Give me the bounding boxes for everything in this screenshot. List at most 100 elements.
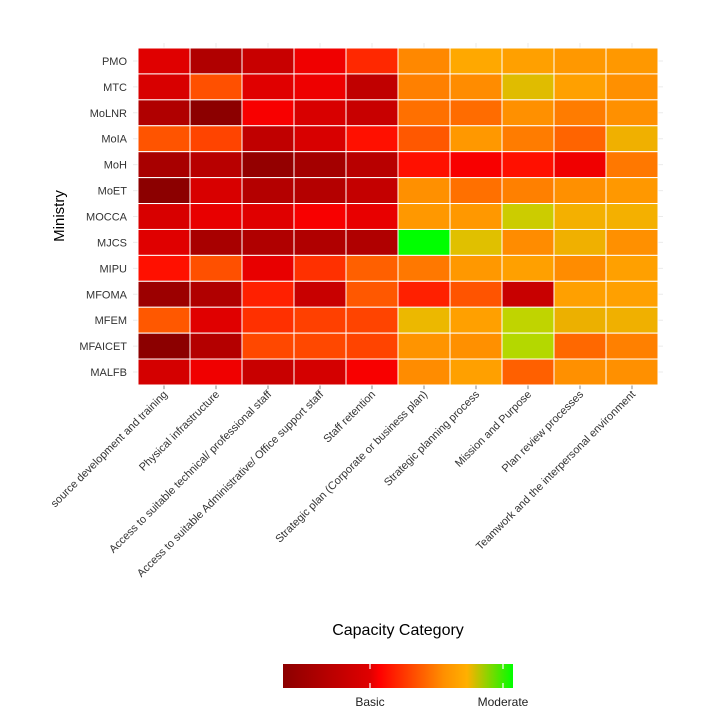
heatmap-cell	[449, 47, 503, 75]
heatmap-cell	[605, 203, 659, 230]
heatmap-cell	[241, 280, 295, 308]
y-tick-label: MFEM	[95, 315, 127, 327]
heatmap-cell	[605, 306, 659, 334]
heatmap-cell	[293, 99, 347, 127]
heatmap-cell	[345, 358, 399, 386]
heatmap-cell	[553, 125, 607, 153]
heatmap-cell	[449, 125, 503, 153]
heatmap-cell	[397, 177, 451, 205]
heatmap-cell	[241, 177, 295, 205]
heatmap-cell	[137, 99, 191, 127]
y-tick-label: MFOMA	[86, 289, 128, 301]
heatmap-cell	[501, 203, 555, 230]
heatmap-cell	[189, 99, 243, 127]
heatmap-cell	[137, 358, 191, 386]
heatmap-cell	[137, 280, 191, 308]
heatmap-cell	[449, 73, 503, 101]
heatmap-cell	[241, 306, 295, 334]
heatmap-cell	[189, 332, 243, 360]
heatmap-cell	[137, 306, 191, 334]
heatmap-cell	[345, 332, 399, 360]
heatmap-cell	[293, 332, 347, 360]
heatmap-cell	[137, 73, 191, 101]
heatmap-cell	[605, 254, 659, 282]
heatmap-cell	[553, 203, 607, 230]
heatmap-cell	[189, 203, 243, 230]
heatmap-cell	[605, 151, 659, 179]
heatmap-cell	[449, 228, 503, 256]
heatmap-cell	[241, 332, 295, 360]
heatmap-cell	[501, 306, 555, 334]
heatmap-cell	[605, 99, 659, 127]
heatmap-cell	[553, 99, 607, 127]
heatmap-cell	[397, 99, 451, 127]
y-tick-label: MoH	[104, 160, 127, 172]
heatmap-cell	[605, 47, 659, 75]
heatmap-cell	[553, 332, 607, 360]
heatmap-cell	[137, 125, 191, 153]
heatmap-cell	[397, 125, 451, 153]
heatmap-cell	[553, 47, 607, 75]
heatmap-cell	[605, 332, 659, 360]
heatmap-cell	[345, 280, 399, 308]
heatmap-cell	[189, 47, 243, 75]
heatmap-cell	[449, 99, 503, 127]
y-tick-label: PMO	[102, 56, 128, 68]
heatmap-cell	[449, 306, 503, 334]
heatmap-cell	[241, 203, 295, 230]
heatmap-cells	[137, 47, 659, 386]
heatmap-cell	[189, 280, 243, 308]
heatmap-cell	[449, 358, 503, 386]
heatmap-cell	[293, 228, 347, 256]
heatmap-cell	[553, 151, 607, 179]
heatmap-cell	[397, 47, 451, 75]
heatmap-cell	[293, 47, 347, 75]
x-tick-label: Access to suitable Administrative/ Offic…	[135, 388, 327, 580]
heatmap-cell	[449, 151, 503, 179]
heatmap-cell	[397, 73, 451, 101]
legend-label-moderate: Moderate	[478, 695, 529, 709]
heatmap-cell	[605, 280, 659, 308]
heatmap-cell	[345, 73, 399, 101]
heatmap-cell	[189, 254, 243, 282]
y-tick-label: MoLNR	[90, 108, 127, 120]
y-tick-label: MoIA	[101, 134, 127, 146]
legend-label-basic: Basic	[355, 695, 384, 709]
y-tick-label: MJCS	[97, 237, 127, 249]
heatmap-cell	[501, 228, 555, 256]
heatmap-cell	[345, 228, 399, 256]
heatmap-cell	[501, 254, 555, 282]
heatmap-cell	[345, 125, 399, 153]
y-tick-label: MoET	[98, 186, 128, 198]
heatmap-cell	[137, 151, 191, 179]
heatmap-cell	[345, 203, 399, 230]
heatmap-cell	[345, 306, 399, 334]
heatmap-cell	[501, 47, 555, 75]
heatmap-cell	[241, 228, 295, 256]
heatmap-cell	[553, 306, 607, 334]
heatmap-cell	[397, 228, 451, 256]
heatmap-cell	[293, 254, 347, 282]
heatmap-cell	[397, 254, 451, 282]
heatmap-cell	[553, 177, 607, 205]
heatmap-cell	[189, 177, 243, 205]
heatmap-cell	[137, 203, 191, 230]
heatmap-cell	[605, 73, 659, 101]
heatmap-cell	[397, 151, 451, 179]
x-tick-label: Staff retention	[321, 389, 378, 446]
heatmap-cell	[553, 358, 607, 386]
heatmap-cell	[501, 177, 555, 205]
heatmap-cell	[345, 151, 399, 179]
color-legend: Basic Moderate	[283, 664, 529, 709]
heatmap-cell	[397, 280, 451, 308]
heatmap-cell	[605, 228, 659, 256]
x-tick-labels: source development and trainingPhysical …	[49, 388, 638, 580]
heatmap-cell	[501, 151, 555, 179]
heatmap-cell	[501, 99, 555, 127]
y-tick-label: MTC	[103, 82, 127, 94]
heatmap-cell	[137, 228, 191, 256]
heatmap-cell	[345, 99, 399, 127]
heatmap-cell	[189, 73, 243, 101]
heatmap-cell	[293, 358, 347, 386]
heatmap-cell	[241, 151, 295, 179]
